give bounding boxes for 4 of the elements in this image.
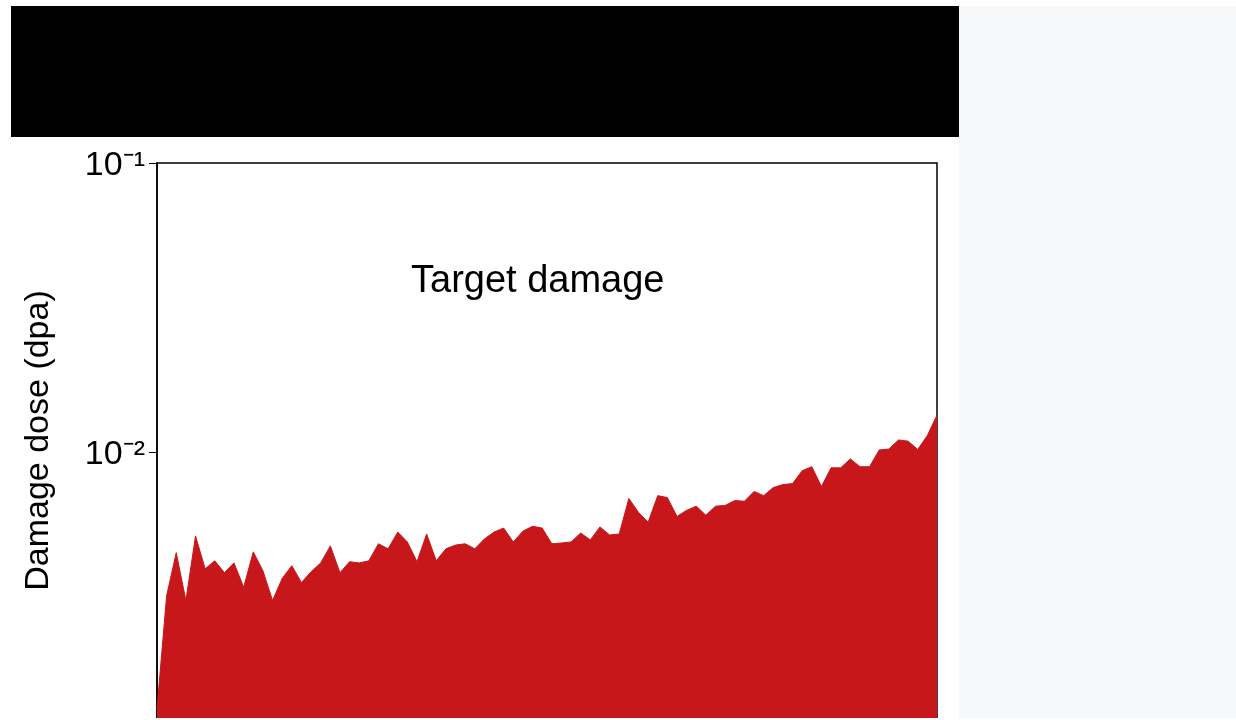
y-tick-label: 10⁻¹ bbox=[84, 143, 145, 182]
y-axis-title: Damage dose (dpa) bbox=[17, 289, 55, 591]
text: Target damage bbox=[411, 257, 665, 300]
y-tick-label: 10⁻² bbox=[84, 432, 145, 471]
